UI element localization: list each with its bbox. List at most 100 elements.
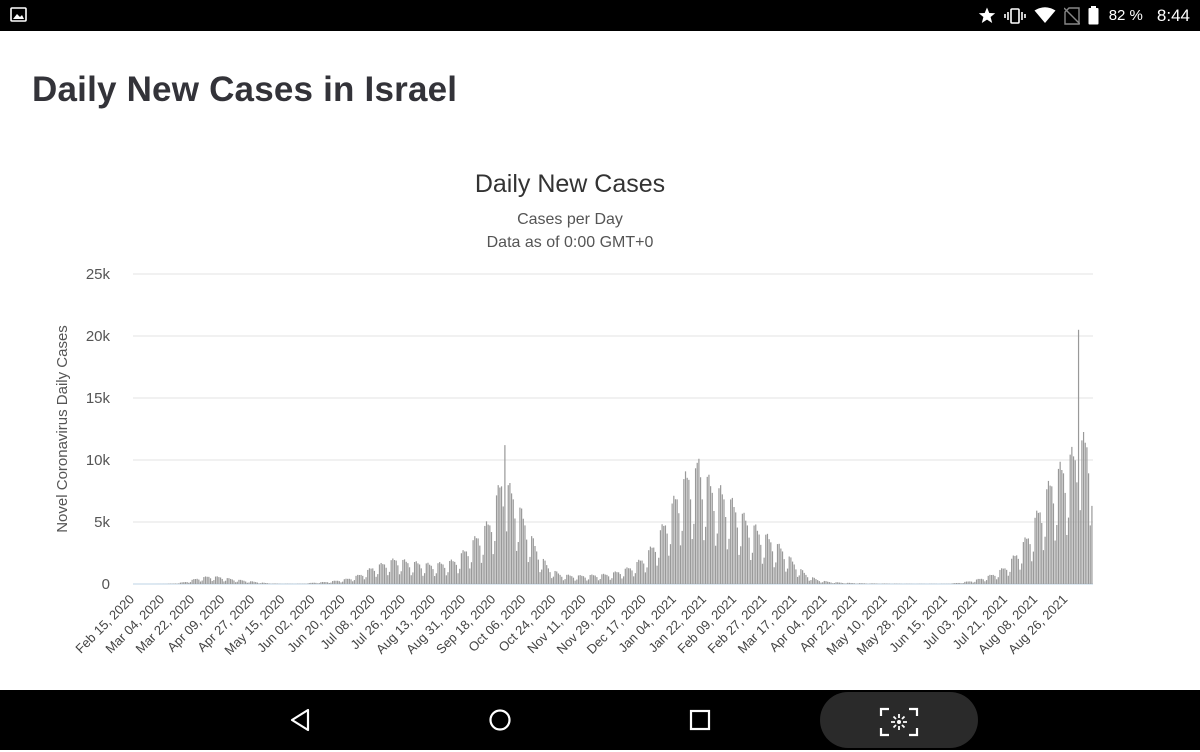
bar [745,521,746,584]
bar [770,542,771,584]
bar [449,561,450,584]
bar [832,583,833,584]
bar [1073,456,1074,584]
bar [514,519,515,584]
bar [710,486,711,584]
bar [496,495,497,584]
bar [240,580,241,584]
bar [563,580,564,584]
bar [715,546,716,584]
bar [998,577,999,584]
bar [849,583,850,584]
bar [969,581,970,584]
bar [667,534,668,584]
bar [360,575,361,584]
bar [317,583,318,584]
bar [687,478,688,584]
clock: 8:44 [1157,6,1190,26]
bar [740,546,741,584]
bar [192,580,193,584]
bar [737,528,738,584]
bar [1048,481,1049,584]
bar [407,563,408,584]
bar [1033,552,1034,584]
bar [956,583,957,584]
bar [327,582,328,584]
bar [586,581,587,584]
bar [548,568,549,584]
bar [397,565,398,584]
bar [1065,493,1066,584]
bar [718,488,719,584]
bar [760,545,761,584]
screenshot-icon[interactable] [820,692,978,752]
bar [1075,460,1076,584]
bar [334,581,335,584]
bar [233,580,234,584]
bar [508,485,509,584]
bar [1029,544,1030,584]
bar [743,513,744,584]
bar [1078,330,1079,584]
bar [1063,473,1064,584]
bar [1041,523,1042,584]
bar [829,582,830,584]
bar [381,563,382,584]
bar [958,583,959,584]
screenshot-button[interactable] [820,692,978,748]
bar [180,583,181,584]
bar [750,560,751,584]
bar [762,564,763,584]
bar [1076,482,1077,584]
bar [344,579,345,584]
bar [273,583,274,584]
bar [367,570,368,584]
bar [1091,506,1092,584]
bar [1061,470,1062,584]
back-icon[interactable] [280,690,320,750]
bar [847,583,848,584]
bar [340,582,341,584]
bar [866,583,867,584]
bar [416,561,417,584]
bar [626,567,627,584]
recents-icon[interactable] [680,690,720,750]
home-icon[interactable] [480,690,520,750]
bar [613,572,614,584]
bar [554,571,555,584]
bar [717,534,718,584]
bar [971,582,972,584]
bar [220,577,221,584]
bar [984,581,985,584]
bar [424,573,425,584]
no-sim-icon [1064,7,1080,25]
bar [660,530,661,584]
bar [845,583,846,584]
bar [185,582,186,584]
bar [466,551,467,584]
bar [1019,570,1020,584]
bar [409,567,410,584]
bar [479,546,480,584]
bar [529,557,530,584]
bar [421,568,422,584]
bar [979,579,980,584]
bar [861,583,862,584]
bar [1043,550,1044,584]
bar [237,582,238,584]
bar [628,568,629,584]
bar [499,488,500,584]
wifi-icon [1034,7,1056,24]
bar [364,579,365,584]
bar [665,525,666,584]
bar [210,578,211,584]
bar [238,580,239,584]
bar [208,577,209,584]
bar [685,471,686,584]
bar [1028,538,1029,584]
bar [222,579,223,584]
bar [850,583,851,584]
bar [774,567,775,584]
bar [337,581,338,584]
bar [1044,537,1045,584]
